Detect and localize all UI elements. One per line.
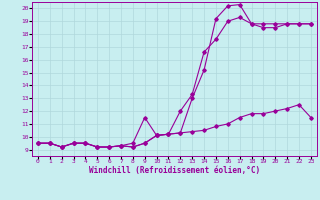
X-axis label: Windchill (Refroidissement éolien,°C): Windchill (Refroidissement éolien,°C) [89,166,260,175]
